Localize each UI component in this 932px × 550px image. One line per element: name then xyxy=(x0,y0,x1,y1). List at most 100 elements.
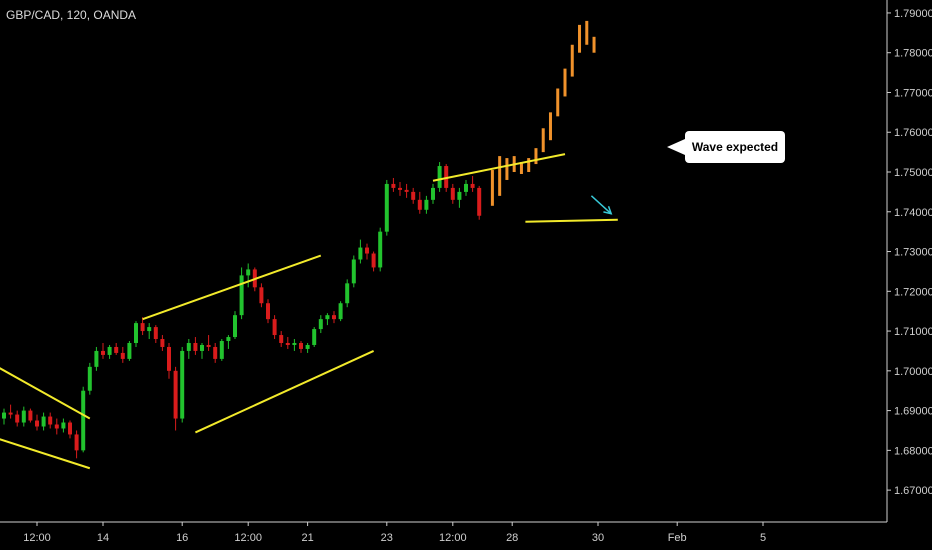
candle xyxy=(101,342,105,359)
candle-body xyxy=(292,342,297,345)
candle-body xyxy=(28,410,33,421)
candle xyxy=(384,179,389,236)
candle-body xyxy=(246,269,251,276)
time-tick-label: 21 xyxy=(301,532,313,544)
candle-body xyxy=(332,315,336,320)
time-axis[interactable]: 12:00 14 16 12:00 21 23 12:00 28 30 Feb 5 xyxy=(0,521,887,544)
price-tick-label: 1.77000 xyxy=(894,87,932,99)
candle-body xyxy=(266,303,270,320)
projection-bar xyxy=(498,156,502,196)
arrow-shaft xyxy=(590,195,612,215)
candle-body xyxy=(450,187,455,200)
price-tick-label: 1.68000 xyxy=(894,445,932,457)
candle-body xyxy=(35,420,39,427)
price-tick-label: 1.67000 xyxy=(894,485,932,497)
price-tick-label: 1.70000 xyxy=(894,366,932,378)
candle-body xyxy=(424,199,429,210)
price-axis[interactable]: 1.79000 1.78000 1.77000 1.76000 1.75000 1.740… xyxy=(886,0,932,522)
candle-body xyxy=(61,422,66,429)
candle xyxy=(391,177,396,192)
candle xyxy=(345,279,350,308)
candle-body xyxy=(233,315,237,338)
candle xyxy=(477,185,482,220)
candle-body xyxy=(153,327,158,340)
candle-body xyxy=(431,187,435,200)
price-tick-label: 1.75000 xyxy=(894,167,932,179)
price-tick-label: 1.71000 xyxy=(894,326,932,338)
time-tick-label: 12:00 xyxy=(439,532,467,544)
projection-bar xyxy=(563,68,567,97)
candles-layer xyxy=(2,162,482,459)
candle xyxy=(2,408,6,425)
candle xyxy=(305,342,310,353)
candle xyxy=(332,311,336,324)
candle-body xyxy=(239,275,244,316)
candle-body xyxy=(325,315,330,320)
candle xyxy=(173,366,178,431)
candle xyxy=(140,317,145,336)
wave-expected-callout: Wave expected xyxy=(667,131,785,163)
candle-body xyxy=(54,424,59,429)
trendline xyxy=(0,438,91,470)
candle xyxy=(411,187,416,204)
candle xyxy=(318,315,323,334)
candle xyxy=(134,321,138,347)
candle-body xyxy=(200,344,204,351)
candle-body xyxy=(186,342,191,351)
price-tick-label: 1.73000 xyxy=(894,247,932,259)
candle-body xyxy=(48,416,53,425)
candle-body xyxy=(391,183,396,188)
candle-body xyxy=(272,319,277,336)
candle xyxy=(404,183,409,198)
candle-body xyxy=(21,410,26,423)
candle-body xyxy=(345,283,350,304)
candle-body xyxy=(444,166,449,188)
candle xyxy=(358,239,363,264)
candle xyxy=(68,420,72,439)
candle xyxy=(114,342,119,355)
trendline xyxy=(525,218,618,223)
candle-body xyxy=(371,253,376,268)
candle xyxy=(365,243,369,260)
time-tick-label: Feb xyxy=(668,532,687,544)
candle-body xyxy=(81,390,86,451)
candle-body xyxy=(173,370,178,419)
arrow-layer xyxy=(590,195,613,215)
candle xyxy=(292,339,297,351)
price-tick-label: 1.72000 xyxy=(894,286,932,298)
candle xyxy=(48,412,53,429)
candle-body xyxy=(107,346,112,355)
candle xyxy=(35,414,39,431)
candle xyxy=(371,251,376,272)
candle xyxy=(21,406,26,427)
candle-body xyxy=(180,350,185,419)
candle xyxy=(398,181,402,196)
price-tick-label: 1.78000 xyxy=(894,48,932,60)
candle-body xyxy=(94,350,99,367)
candle xyxy=(107,344,112,359)
candle xyxy=(167,342,171,379)
candle-body xyxy=(477,187,482,216)
price-tick-label: 1.74000 xyxy=(894,207,932,219)
callout-pointer xyxy=(667,139,685,155)
candle xyxy=(213,342,218,363)
candle-body xyxy=(299,342,303,349)
price-tick-label: 1.69000 xyxy=(894,406,932,418)
candle-body xyxy=(160,339,165,347)
candle-body xyxy=(470,183,475,188)
candle-body xyxy=(41,416,46,427)
candle xyxy=(378,227,383,272)
candle xyxy=(424,195,429,214)
candle xyxy=(470,175,475,192)
projection-bar xyxy=(585,20,589,45)
time-tick-label: 5 xyxy=(760,532,766,544)
projection-bar xyxy=(519,162,523,174)
candle xyxy=(61,418,66,433)
projection-bar xyxy=(490,170,494,206)
candle xyxy=(279,331,284,347)
candle-body xyxy=(120,352,125,359)
candle xyxy=(431,183,435,204)
candle xyxy=(94,346,99,371)
projection-bar xyxy=(578,24,582,53)
